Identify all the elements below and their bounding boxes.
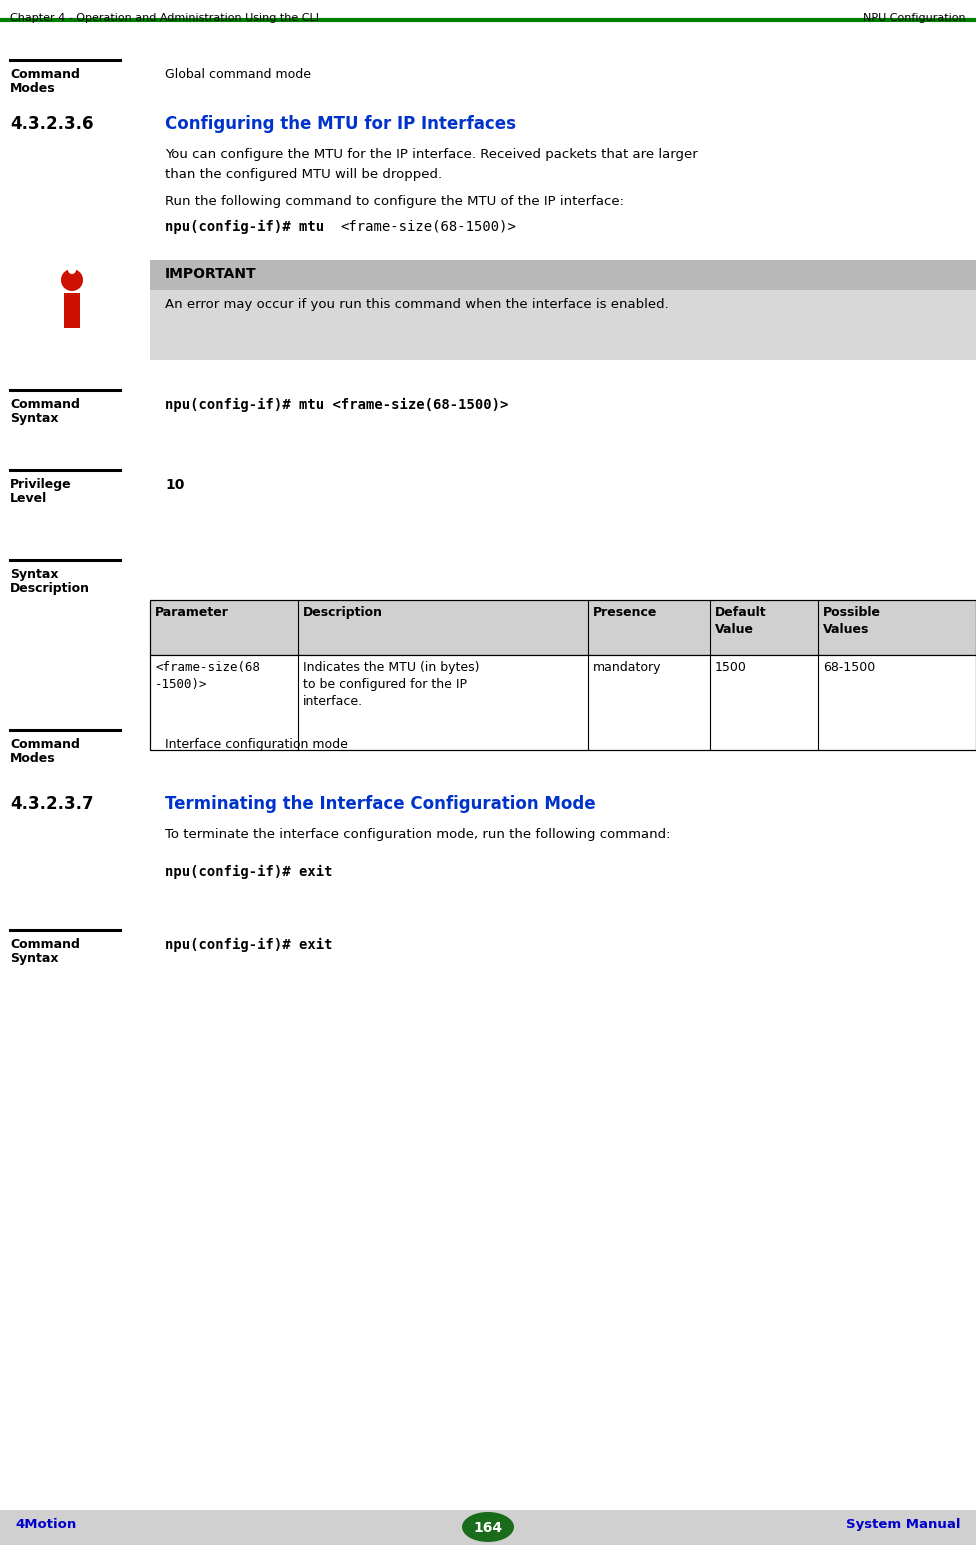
Text: npu(config-if)# exit: npu(config-if)# exit — [165, 865, 333, 879]
Text: 1500: 1500 — [715, 661, 747, 674]
Text: npu(config-if)# mtu: npu(config-if)# mtu — [165, 219, 333, 235]
Text: Interface configuration mode: Interface configuration mode — [165, 739, 347, 751]
Bar — [150, 260, 976, 290]
Text: 4Motion: 4Motion — [15, 1519, 76, 1531]
Text: Syntax: Syntax — [10, 413, 59, 425]
Text: Command: Command — [10, 739, 80, 751]
Text: An error may occur if you run this command when the interface is enabled.: An error may occur if you run this comma… — [165, 298, 669, 311]
Text: than the configured MTU will be dropped.: than the configured MTU will be dropped. — [165, 168, 442, 181]
Text: 68-1500: 68-1500 — [823, 661, 875, 674]
Ellipse shape — [462, 1513, 514, 1542]
Text: Command: Command — [10, 399, 80, 411]
Text: System Manual: System Manual — [846, 1519, 961, 1531]
Text: npu(config-if)# exit: npu(config-if)# exit — [165, 938, 333, 952]
Text: To terminate the interface configuration mode, run the following command:: To terminate the interface configuration… — [165, 828, 671, 840]
Text: Run the following command to configure the MTU of the IP interface:: Run the following command to configure t… — [165, 195, 624, 209]
Bar — [64, 294, 80, 328]
Text: <frame-size(68
-1500)>: <frame-size(68 -1500)> — [155, 661, 260, 691]
Text: Indicates the MTU (in bytes)
to be configured for the IP
interface.: Indicates the MTU (in bytes) to be confi… — [303, 661, 479, 708]
Text: 4.3.2.3.6: 4.3.2.3.6 — [10, 114, 94, 133]
Text: Description: Description — [303, 606, 383, 620]
Text: Level: Level — [10, 491, 47, 505]
Bar — [0, 1509, 976, 1545]
Text: 4.3.2.3.7: 4.3.2.3.7 — [10, 796, 94, 813]
Text: 10: 10 — [165, 477, 184, 491]
Bar — [150, 655, 976, 749]
Text: Privilege: Privilege — [10, 477, 71, 491]
Ellipse shape — [61, 269, 83, 290]
Text: mandatory: mandatory — [593, 661, 662, 674]
Text: Configuring the MTU for IP Interfaces: Configuring the MTU for IP Interfaces — [165, 114, 516, 133]
Ellipse shape — [68, 266, 76, 273]
Text: Modes: Modes — [10, 752, 56, 765]
Text: Parameter: Parameter — [155, 606, 229, 620]
Text: Description: Description — [10, 582, 90, 595]
Text: <frame-size(68-1500)>: <frame-size(68-1500)> — [340, 219, 516, 233]
Text: Syntax: Syntax — [10, 952, 59, 966]
Text: Command: Command — [10, 68, 80, 80]
Text: Syntax: Syntax — [10, 569, 59, 581]
Text: IMPORTANT: IMPORTANT — [165, 267, 257, 281]
Text: Command: Command — [10, 938, 80, 952]
Text: You can configure the MTU for the IP interface. Received packets that are larger: You can configure the MTU for the IP int… — [165, 148, 698, 161]
Text: Default
Value: Default Value — [715, 606, 766, 637]
Text: npu(config-if)# mtu <frame-size(68-1500)>: npu(config-if)# mtu <frame-size(68-1500)… — [165, 399, 508, 413]
Bar — [150, 599, 976, 749]
Bar — [150, 260, 976, 360]
Text: Modes: Modes — [10, 82, 56, 94]
Text: NPU Configuration: NPU Configuration — [864, 12, 966, 23]
Text: Chapter 4 - Operation and Administration Using the CLI: Chapter 4 - Operation and Administration… — [10, 12, 319, 23]
Text: Presence: Presence — [593, 606, 658, 620]
Bar — [150, 599, 976, 655]
Text: 164: 164 — [473, 1520, 503, 1536]
Text: Possible
Values: Possible Values — [823, 606, 881, 637]
Text: Global command mode: Global command mode — [165, 68, 311, 80]
Text: Terminating the Interface Configuration Mode: Terminating the Interface Configuration … — [165, 796, 595, 813]
